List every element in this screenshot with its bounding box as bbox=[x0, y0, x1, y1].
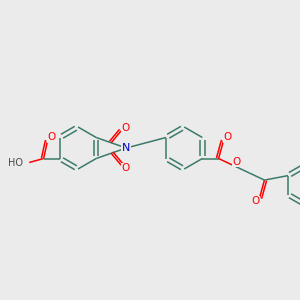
Text: O: O bbox=[121, 123, 129, 133]
Text: O: O bbox=[121, 163, 129, 173]
Text: O: O bbox=[224, 133, 232, 142]
Text: O: O bbox=[251, 196, 260, 206]
Text: O: O bbox=[233, 157, 241, 167]
Text: N: N bbox=[122, 143, 130, 153]
Text: HO: HO bbox=[8, 158, 23, 169]
Text: O: O bbox=[47, 133, 56, 142]
